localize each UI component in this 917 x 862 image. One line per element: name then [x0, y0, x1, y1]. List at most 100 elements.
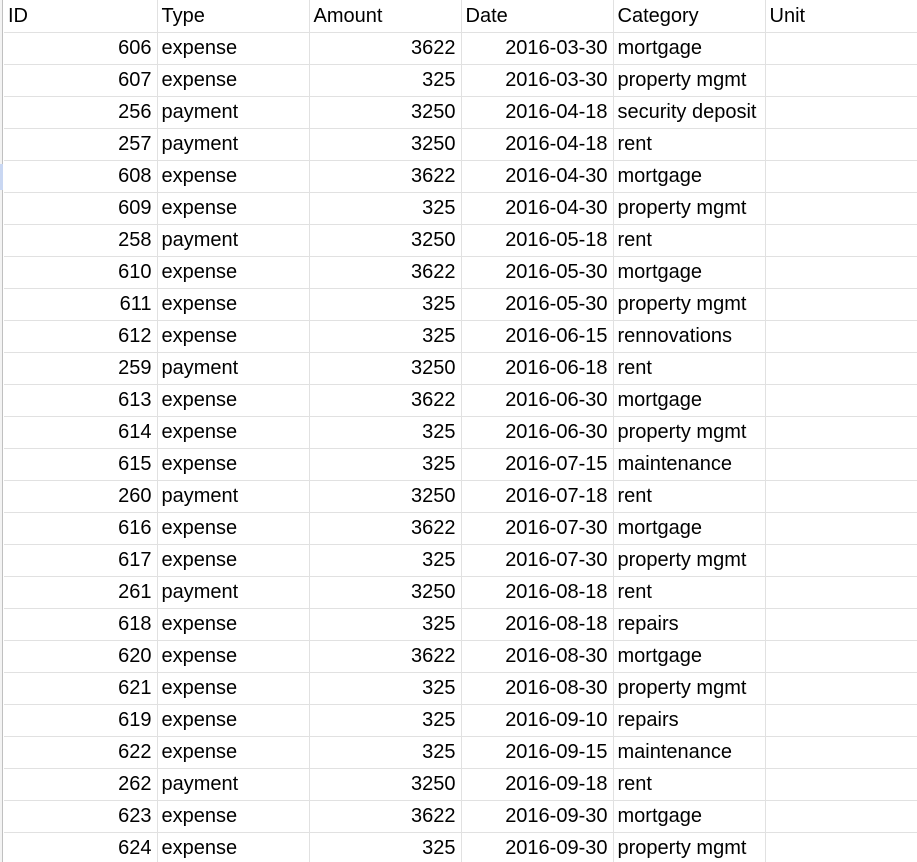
- cell-date[interactable]: 2016-09-30: [461, 800, 614, 833]
- cell-amount[interactable]: 325: [309, 64, 462, 97]
- cell-type[interactable]: expense: [157, 704, 310, 737]
- cell-amount[interactable]: 325: [309, 416, 462, 449]
- cell-amount[interactable]: 3250: [309, 768, 462, 801]
- cell-unit[interactable]: 3: [765, 320, 917, 353]
- cell-amount[interactable]: 3250: [309, 224, 462, 257]
- cell-id[interactable]: 620: [4, 640, 158, 673]
- cell-amount[interactable]: 325: [309, 544, 462, 577]
- cell-id[interactable]: 257: [4, 128, 158, 161]
- cell-id[interactable]: 622: [4, 736, 158, 769]
- cell-date[interactable]: 2016-07-30: [461, 544, 614, 577]
- cell-id[interactable]: 619: [4, 704, 158, 737]
- cell-unit[interactable]: 3: [765, 800, 917, 833]
- cell-category[interactable]: mortgage: [613, 512, 766, 545]
- cell-type[interactable]: expense: [157, 288, 310, 321]
- cell-id[interactable]: 615: [4, 448, 158, 481]
- column-header-category[interactable]: Category: [613, 0, 766, 33]
- cell-id[interactable]: 617: [4, 544, 158, 577]
- cell-unit[interactable]: 3: [765, 96, 917, 129]
- cell-id[interactable]: 614: [4, 416, 158, 449]
- cell-category[interactable]: repairs: [613, 704, 766, 737]
- cell-id[interactable]: 618: [4, 608, 158, 641]
- cell-unit[interactable]: 3: [765, 384, 917, 417]
- cell-type[interactable]: payment: [157, 96, 310, 129]
- cell-id[interactable]: 611: [4, 288, 158, 321]
- cell-category[interactable]: maintenance: [613, 736, 766, 769]
- cell-type[interactable]: expense: [157, 416, 310, 449]
- cell-unit[interactable]: 3: [765, 608, 917, 641]
- cell-type[interactable]: expense: [157, 672, 310, 705]
- cell-type[interactable]: expense: [157, 160, 310, 193]
- cell-id[interactable]: 607: [4, 64, 158, 97]
- column-header-date[interactable]: Date: [461, 0, 614, 33]
- cell-unit[interactable]: 3: [765, 352, 917, 385]
- cell-unit[interactable]: 3: [765, 704, 917, 737]
- cell-type[interactable]: payment: [157, 128, 310, 161]
- cell-category[interactable]: property mgmt: [613, 832, 766, 862]
- column-header-type[interactable]: Type: [157, 0, 310, 33]
- cell-category[interactable]: mortgage: [613, 640, 766, 673]
- cell-type[interactable]: expense: [157, 448, 310, 481]
- cell-date[interactable]: 2016-09-18: [461, 768, 614, 801]
- cell-amount[interactable]: 325: [309, 448, 462, 481]
- cell-category[interactable]: property mgmt: [613, 672, 766, 705]
- cell-amount[interactable]: 325: [309, 320, 462, 353]
- cell-id[interactable]: 616: [4, 512, 158, 545]
- cell-date[interactable]: 2016-09-10: [461, 704, 614, 737]
- cell-type[interactable]: expense: [157, 800, 310, 833]
- cell-date[interactable]: 2016-06-15: [461, 320, 614, 353]
- cell-type[interactable]: payment: [157, 768, 310, 801]
- cell-unit[interactable]: 3: [765, 512, 917, 545]
- cell-amount[interactable]: 3622: [309, 32, 462, 65]
- cell-category[interactable]: rent: [613, 352, 766, 385]
- cell-category[interactable]: security deposit: [613, 96, 766, 129]
- cell-date[interactable]: 2016-04-30: [461, 192, 614, 225]
- cell-date[interactable]: 2016-08-18: [461, 608, 614, 641]
- cell-unit[interactable]: 3: [765, 416, 917, 449]
- cell-date[interactable]: 2016-03-30: [461, 64, 614, 97]
- cell-unit[interactable]: 3: [765, 256, 917, 289]
- cell-unit[interactable]: 3: [765, 544, 917, 577]
- cell-id[interactable]: 262: [4, 768, 158, 801]
- cell-amount[interactable]: 3622: [309, 512, 462, 545]
- cell-amount[interactable]: 3622: [309, 256, 462, 289]
- cell-date[interactable]: 2016-04-18: [461, 96, 614, 129]
- cell-id[interactable]: 612: [4, 320, 158, 353]
- cell-amount[interactable]: 325: [309, 192, 462, 225]
- cell-unit[interactable]: 3: [765, 32, 917, 65]
- cell-category[interactable]: mortgage: [613, 256, 766, 289]
- cell-date[interactable]: 2016-04-30: [461, 160, 614, 193]
- cell-date[interactable]: 2016-04-18: [461, 128, 614, 161]
- cell-id[interactable]: 610: [4, 256, 158, 289]
- cell-id[interactable]: 259: [4, 352, 158, 385]
- cell-type[interactable]: expense: [157, 32, 310, 65]
- cell-id[interactable]: 261: [4, 576, 158, 609]
- cell-id[interactable]: 260: [4, 480, 158, 513]
- cell-id[interactable]: 256: [4, 96, 158, 129]
- cell-id[interactable]: 609: [4, 192, 158, 225]
- cell-category[interactable]: rent: [613, 128, 766, 161]
- cell-type[interactable]: payment: [157, 352, 310, 385]
- cell-unit[interactable]: 3: [765, 832, 917, 862]
- cell-category[interactable]: property mgmt: [613, 288, 766, 321]
- cell-type[interactable]: payment: [157, 480, 310, 513]
- cell-amount[interactable]: 3622: [309, 384, 462, 417]
- cell-id[interactable]: 621: [4, 672, 158, 705]
- cell-date[interactable]: 2016-08-30: [461, 672, 614, 705]
- cell-unit[interactable]: 3: [765, 64, 917, 97]
- cell-unit[interactable]: 3: [765, 192, 917, 225]
- cell-amount[interactable]: 3622: [309, 640, 462, 673]
- cell-type[interactable]: payment: [157, 224, 310, 257]
- cell-type[interactable]: expense: [157, 384, 310, 417]
- cell-amount[interactable]: 325: [309, 672, 462, 705]
- cell-category[interactable]: mortgage: [613, 800, 766, 833]
- cell-unit[interactable]: 3: [765, 448, 917, 481]
- cell-category[interactable]: property mgmt: [613, 64, 766, 97]
- cell-date[interactable]: 2016-06-30: [461, 384, 614, 417]
- cell-date[interactable]: 2016-08-18: [461, 576, 614, 609]
- cell-id[interactable]: 258: [4, 224, 158, 257]
- cell-unit[interactable]: 3: [765, 160, 917, 193]
- cell-date[interactable]: 2016-07-18: [461, 480, 614, 513]
- cell-date[interactable]: 2016-03-30: [461, 32, 614, 65]
- cell-unit[interactable]: 3: [765, 768, 917, 801]
